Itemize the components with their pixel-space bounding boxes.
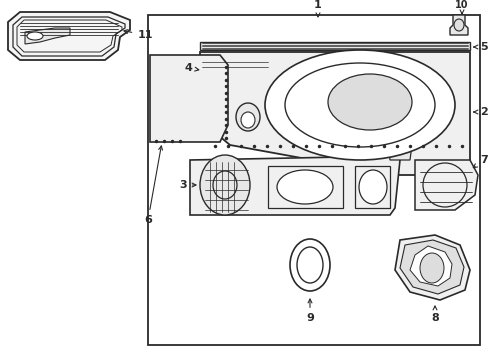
Polygon shape bbox=[414, 160, 477, 210]
Ellipse shape bbox=[358, 170, 386, 204]
Ellipse shape bbox=[276, 170, 332, 204]
Polygon shape bbox=[200, 42, 469, 50]
Bar bbox=[354, 166, 389, 208]
Ellipse shape bbox=[200, 155, 249, 215]
Ellipse shape bbox=[453, 19, 463, 31]
Polygon shape bbox=[399, 240, 463, 294]
Text: 8: 8 bbox=[430, 306, 438, 323]
Polygon shape bbox=[200, 60, 274, 75]
Polygon shape bbox=[200, 52, 469, 175]
Polygon shape bbox=[25, 28, 70, 44]
Text: 6: 6 bbox=[144, 146, 162, 225]
Text: 1: 1 bbox=[313, 0, 321, 17]
Polygon shape bbox=[150, 55, 227, 142]
Polygon shape bbox=[394, 235, 469, 300]
Ellipse shape bbox=[27, 32, 43, 40]
Ellipse shape bbox=[264, 50, 454, 160]
Ellipse shape bbox=[419, 253, 443, 283]
Text: 10: 10 bbox=[454, 0, 468, 14]
Ellipse shape bbox=[285, 63, 434, 147]
Text: 7: 7 bbox=[472, 155, 487, 168]
Ellipse shape bbox=[296, 247, 323, 283]
Bar bbox=[267, 166, 342, 208]
Polygon shape bbox=[387, 142, 411, 160]
Ellipse shape bbox=[289, 239, 329, 291]
Text: 4: 4 bbox=[183, 63, 198, 73]
Ellipse shape bbox=[236, 103, 260, 131]
Ellipse shape bbox=[327, 74, 411, 130]
Polygon shape bbox=[449, 15, 467, 35]
Polygon shape bbox=[8, 12, 130, 60]
Text: 3: 3 bbox=[179, 180, 196, 190]
Bar bbox=[148, 15, 479, 345]
Ellipse shape bbox=[241, 112, 254, 128]
Text: 2: 2 bbox=[473, 107, 487, 117]
Polygon shape bbox=[409, 246, 451, 286]
Text: 5: 5 bbox=[473, 42, 487, 52]
Text: 9: 9 bbox=[305, 299, 313, 323]
Polygon shape bbox=[289, 65, 419, 140]
Polygon shape bbox=[190, 156, 399, 215]
Text: 11: 11 bbox=[123, 30, 152, 40]
